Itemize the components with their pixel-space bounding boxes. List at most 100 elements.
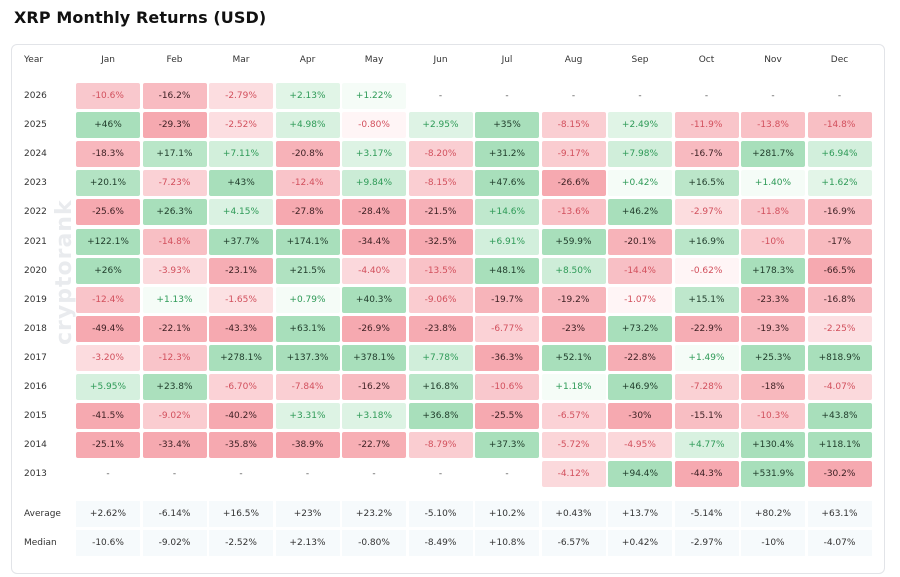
heatmap-cell: -2.79% — [209, 83, 273, 109]
summary-cell: -0.80% — [342, 530, 406, 556]
year-label: 2023 — [24, 178, 47, 189]
heatmap-cell: +25.3% — [741, 344, 805, 371]
heatmap-cell: -18% — [741, 374, 805, 400]
heatmap-cell: -4.95% — [608, 432, 672, 459]
heatmap-cell-empty: - — [372, 469, 376, 480]
summary-cell: +2.62% — [76, 501, 140, 527]
heatmap-cell: -49.4% — [76, 315, 140, 342]
heatmap-cell: -28.4% — [342, 199, 406, 226]
heatmap-cell: +40.3% — [342, 286, 406, 313]
heatmap-cell: +20.1% — [76, 170, 140, 197]
heatmap-cell: -43.3% — [209, 315, 273, 342]
summary-cell: +10.8% — [475, 530, 539, 556]
heatmap-cell: -21.5% — [408, 199, 473, 226]
heatmap-cell: -6.57% — [541, 403, 606, 430]
summary-label-median: Median — [24, 538, 57, 548]
summary-cell: +13.7% — [608, 501, 672, 527]
heatmap-cell-empty: - — [239, 469, 243, 480]
month-header-oct: Oct — [698, 55, 715, 65]
heatmap-cell: -1.65% — [209, 286, 273, 313]
heatmap-cell: +4.15% — [209, 199, 273, 226]
heatmap-cell: -15.1% — [674, 403, 739, 430]
heatmap-cell: +16.5% — [674, 170, 739, 197]
heatmap-cell: -10.6% — [475, 374, 539, 400]
heatmap-cell-empty: - — [571, 91, 576, 101]
heatmap-cell: -4.07% — [807, 374, 872, 400]
heatmap-cell: +3.31% — [275, 403, 340, 430]
summary-cell: -9.02% — [142, 530, 207, 556]
heatmap-cell: -22.9% — [674, 315, 739, 342]
heatmap-cell: +46.2% — [608, 199, 672, 226]
year-label: 2024 — [24, 149, 47, 160]
heatmap-cell: -18.3% — [76, 141, 140, 168]
heatmap-cell: +3.17% — [342, 141, 406, 168]
heatmap-cell-empty: - — [505, 469, 509, 480]
heatmap-cell: +0.79% — [275, 286, 340, 313]
month-header-mar: Mar — [232, 55, 250, 65]
month-header-may: May — [364, 55, 384, 65]
heatmap-cell: -26.9% — [342, 315, 406, 342]
year-label: 2016 — [24, 382, 47, 392]
heatmap-cell: -22.7% — [342, 432, 406, 459]
year-label: 2020 — [24, 265, 47, 276]
heatmap-cell: +43% — [209, 170, 273, 197]
heatmap-cell: +7.98% — [608, 141, 672, 168]
heatmap-cell: -25.1% — [76, 432, 140, 459]
heatmap-cell: +2.95% — [408, 112, 473, 139]
heatmap-cell: +4.98% — [275, 112, 340, 139]
heatmap-cell-empty: - — [305, 469, 310, 480]
heatmap-cell: -6.70% — [209, 374, 273, 400]
heatmap-cell: +6.91% — [475, 228, 539, 255]
heatmap-cell: -14.4% — [608, 257, 672, 284]
heatmap-cell: -12.3% — [142, 344, 207, 371]
heatmap-cell: -9.17% — [541, 141, 606, 168]
heatmap-cell: +23.8% — [142, 374, 207, 400]
heatmap-cell-empty: - — [438, 91, 443, 101]
heatmap-cell: -11.9% — [674, 112, 739, 139]
heatmap-cell: +2.13% — [275, 83, 340, 109]
summary-cell: -2.52% — [209, 530, 273, 556]
heatmap-cell: -20.8% — [275, 141, 340, 168]
heatmap-cell: -6.77% — [475, 315, 539, 342]
heatmap-cell: +818.9% — [807, 344, 872, 371]
heatmap-cell: -16.7% — [674, 141, 739, 168]
heatmap-cell: +1.49% — [674, 344, 739, 371]
heatmap-cell-empty: - — [505, 91, 509, 101]
summary-cell: +23% — [275, 501, 340, 527]
summary-label-average: Average — [24, 509, 61, 519]
heatmap-cell: +16.8% — [408, 374, 473, 400]
heatmap-cell-empty: - — [771, 91, 775, 101]
year-label: 2022 — [24, 207, 47, 218]
summary-cell: -6.57% — [541, 530, 606, 556]
year-column-header: Year — [24, 55, 44, 65]
heatmap-cell: -35.8% — [209, 432, 273, 459]
heatmap-cell: +7.78% — [408, 344, 473, 371]
heatmap-cell: +14.6% — [475, 199, 539, 226]
heatmap-cell: -0.62% — [674, 257, 739, 284]
summary-cell: -8.49% — [408, 530, 473, 556]
heatmap-cell: +15.1% — [674, 286, 739, 313]
heatmap-cell: -10% — [741, 228, 805, 255]
heatmap-cell: +1.18% — [541, 374, 606, 400]
heatmap-cell: -26.6% — [541, 170, 606, 197]
heatmap-cell: +48.1% — [475, 257, 539, 284]
heatmap-cell: +46.9% — [608, 374, 672, 400]
summary-cell: +2.13% — [275, 530, 340, 556]
heatmap-cell: +94.4% — [608, 461, 672, 488]
heatmap-cell: -4.12% — [541, 461, 606, 488]
month-header-nov: Nov — [764, 55, 782, 65]
heatmap-cell: -3.93% — [142, 257, 207, 284]
page-title: XRP Monthly Returns (USD) — [14, 8, 267, 27]
summary-cell: +0.43% — [541, 501, 606, 527]
year-label: 2015 — [24, 411, 47, 422]
heatmap-cell: -19.7% — [475, 286, 539, 313]
summary-cell: -5.14% — [674, 501, 739, 527]
heatmap-cell: +1.13% — [142, 286, 207, 313]
heatmap-cell: -5.72% — [541, 432, 606, 459]
heatmap-cell: -8.15% — [541, 112, 606, 139]
heatmap-cell: +278.1% — [209, 344, 273, 371]
heatmap-cell: +26% — [76, 257, 140, 284]
heatmap-cell: +43.8% — [807, 403, 872, 430]
heatmap-cell: -2.25% — [807, 315, 872, 342]
heatmap-cell: -3.20% — [76, 344, 140, 371]
